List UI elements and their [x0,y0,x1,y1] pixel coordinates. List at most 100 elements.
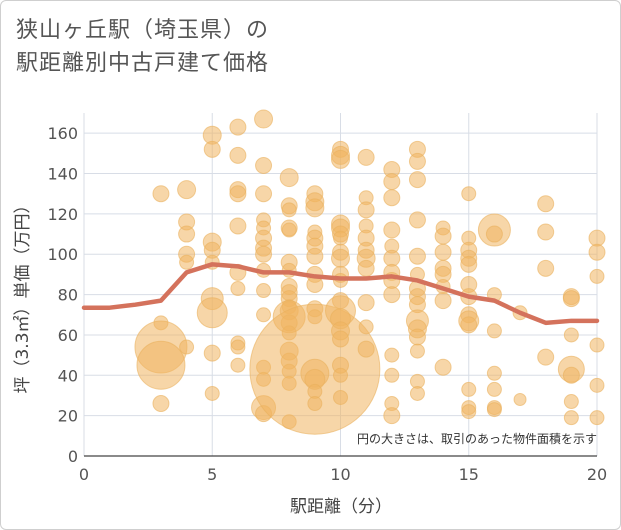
bubble-point [357,259,375,277]
bubble-point [460,255,478,273]
bubble-point [307,396,323,412]
x-tick-labels: 0 5 10 15 20 [79,465,607,484]
y-tick-label: 20 [58,407,78,426]
bubble-point [563,394,579,410]
bubble-point [486,402,502,418]
bubble-point [229,118,247,136]
bubble-point [409,385,425,401]
bubble-point [486,381,502,397]
bubble-point [281,202,297,218]
bubble-point [383,286,401,304]
bubble-point [152,395,170,413]
bubble-point [434,243,452,261]
bubble-point [563,327,579,343]
bubble-point [229,185,247,203]
bubble-point [305,198,325,218]
chart-title-line-2: 駅距離別中古戸建て価格 [16,51,270,76]
bubble-point [357,201,375,219]
x-tick-label: 5 [207,465,217,484]
bubble-point [255,245,273,263]
bubble-point [152,185,170,203]
bubble-point [332,330,349,348]
bubble-point [384,347,400,363]
bubble-point [255,156,273,174]
x-tick-label: 20 [587,465,607,484]
bubble-point [204,385,220,401]
bubble-point [408,211,426,229]
bubble-point [230,357,246,373]
bubble-point [279,168,299,188]
bubble-point [589,410,605,426]
bubble-point [384,367,400,383]
bubble-point [254,109,274,129]
bubble-point [486,323,502,339]
y-tick-label: 140 [47,165,78,184]
bubble-point [383,249,401,267]
bubble-point [357,294,375,312]
bubble-point [256,283,272,299]
bubble-point [178,225,196,243]
bubble-point [229,146,247,164]
bubble-point [203,344,221,362]
bubble-point [408,152,426,170]
chart-title: 狭山ヶ丘駅（埼玉県）の 駅距離別中古戸建て価格 [16,14,269,80]
bubble-point [229,217,247,235]
y-tick-label: 80 [58,286,78,305]
bubble-point [408,247,426,265]
bubble-point [357,148,375,166]
bubble-point [461,186,477,202]
x-tick-label: 15 [459,465,479,484]
bubbles-layer [134,109,606,435]
bubble-point [537,348,555,366]
chart-title-line-1: 狭山ヶ丘駅（埼玉県）の [16,18,270,43]
x-tick-label: 0 [79,465,89,484]
x-tick-label: 10 [330,465,350,484]
y-tick-label: 100 [47,245,78,264]
bubble-point [333,367,348,383]
y-axis-title: 坪（3.3㎡）単価（万円） [13,196,33,393]
bubble-point [537,223,555,241]
bubble-point [203,140,221,158]
trend-line [81,262,600,326]
bubble-point [331,248,350,268]
bubble-point [281,222,297,238]
y-tick-label: 120 [47,205,78,224]
bubble-point [563,410,579,426]
bubble-point [383,221,401,239]
bubble-point [136,340,186,390]
bubble-point [461,404,477,420]
size-note: 円の大きさは、取引のあった物件面積を示す [357,431,597,446]
bubble-point [460,316,478,334]
bubble-point [230,339,246,355]
y-tick-label: 0 [68,447,78,466]
bubble-point [589,377,605,393]
bubble-point [196,297,228,329]
y-tick-label: 60 [58,326,78,345]
bubble-point [179,254,195,270]
bubble-point [333,389,348,405]
bubble-point [255,185,273,203]
bubble-point [562,290,580,308]
trend-layer [81,262,600,326]
bubble-point [383,189,401,207]
bubble-point [331,149,350,169]
bubble-point [486,365,502,381]
bubble-point [589,268,605,284]
bubble-point [589,337,605,353]
y-tick-labels: 0 20 40 60 80 100 120 140 160 [47,124,78,466]
x-axis-title: 駅距離（分） [290,497,392,517]
bubble-point [409,343,425,359]
bubble-point [358,319,374,335]
y-tick-label: 40 [58,366,78,385]
bubble-point [588,229,606,247]
bubble-point [513,393,527,407]
bubble-point [434,292,452,310]
bubble-point [230,281,246,297]
y-tick-label: 160 [47,124,78,143]
bubble-point [179,339,195,355]
bubble-point [333,230,348,246]
bubble-point [588,243,606,261]
bubble-point [485,225,503,243]
